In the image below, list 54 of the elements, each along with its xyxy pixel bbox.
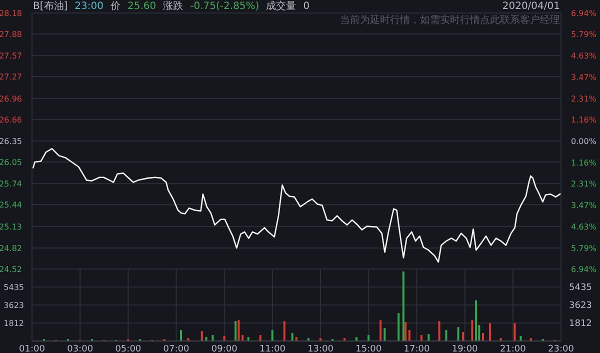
y2-tick-label: 3623 — [569, 301, 592, 312]
text: 23:00 — [74, 0, 104, 13]
text: 价 — [110, 0, 120, 13]
y-tick-label: 25.44 — [0, 200, 22, 210]
y-tick-label: 27.57 — [0, 52, 22, 61]
y2-tick-label: 5.79% — [571, 30, 597, 40]
text: 成交量 — [266, 0, 296, 13]
y-tick-label: 25.74 — [0, 180, 22, 189]
x-tick-label: 21:00 — [500, 344, 526, 353]
y2-tick-label: 1.16% — [571, 158, 597, 168]
y2-tick-label: 2.31% — [571, 180, 597, 189]
x-tick-label: 15:00 — [356, 344, 382, 353]
y-tick-label: 26.35 — [0, 137, 22, 146]
text: 涨跌 — [163, 0, 184, 13]
y2-tick-label: 6.94% — [571, 265, 597, 274]
x-tick-label: 05:00 — [115, 344, 142, 353]
y2-tick-label: 2.31% — [571, 94, 597, 104]
x-tick-label: 07:00 — [163, 344, 190, 353]
y-tick-label: 3623 — [4, 300, 24, 310]
x-tick-label: 17:00 — [404, 344, 430, 353]
y2-tick-label: 4.63% — [571, 222, 597, 232]
y2-tick-label: 3.47% — [571, 201, 597, 210]
y-tick-label: 25.13 — [0, 222, 22, 232]
y2-tick-label: 5435 — [569, 283, 592, 294]
y2-tick-label: 3.47% — [571, 73, 597, 82]
y2-tick-label: 4.63% — [571, 52, 597, 61]
x-tick-label: 19:00 — [452, 344, 478, 353]
y-tick-label: 28.18 — [0, 9, 22, 18]
y-tick-label: 26.66 — [0, 115, 22, 124]
x-tick-label: 23:00 — [548, 344, 574, 353]
chart-title: B[布油] — [33, 0, 68, 13]
text: -0.75(-2.85%) — [190, 0, 260, 13]
y2-tick-label: 0.00% — [571, 137, 597, 146]
y2-tick-label: 1812 — [569, 319, 592, 330]
y2-tick-label: 1.16% — [571, 116, 597, 125]
y-tick-label: 5435 — [4, 282, 24, 292]
x-tick-label: 09:00 — [211, 344, 238, 353]
text: 0 — [303, 0, 310, 13]
y-tick-label: 24.52 — [0, 265, 22, 274]
text: 2020/04/01 — [502, 0, 560, 13]
x-tick-label: 11:00 — [259, 344, 286, 353]
y2-tick-label: 5.79% — [571, 244, 597, 253]
y-tick-label: 24.82 — [0, 244, 22, 254]
y-tick-label: 27.88 — [0, 30, 22, 39]
y-tick-label: 26.05 — [0, 158, 22, 167]
x-tick-label: 13:00 — [308, 344, 334, 353]
annotation: 当前为延时行情，如需实时行情点此联系客户经理 — [340, 14, 560, 27]
y-tick-label: 1812 — [4, 318, 24, 328]
y2-tick-label: 6.94% — [571, 9, 597, 18]
text: 25.60 — [128, 0, 156, 13]
y-tick-label: 27.27 — [0, 72, 22, 82]
x-tick-label: 03:00 — [67, 344, 94, 353]
x-tick-label: 01:00 — [19, 344, 46, 353]
y-tick-label: 26.96 — [0, 94, 22, 104]
